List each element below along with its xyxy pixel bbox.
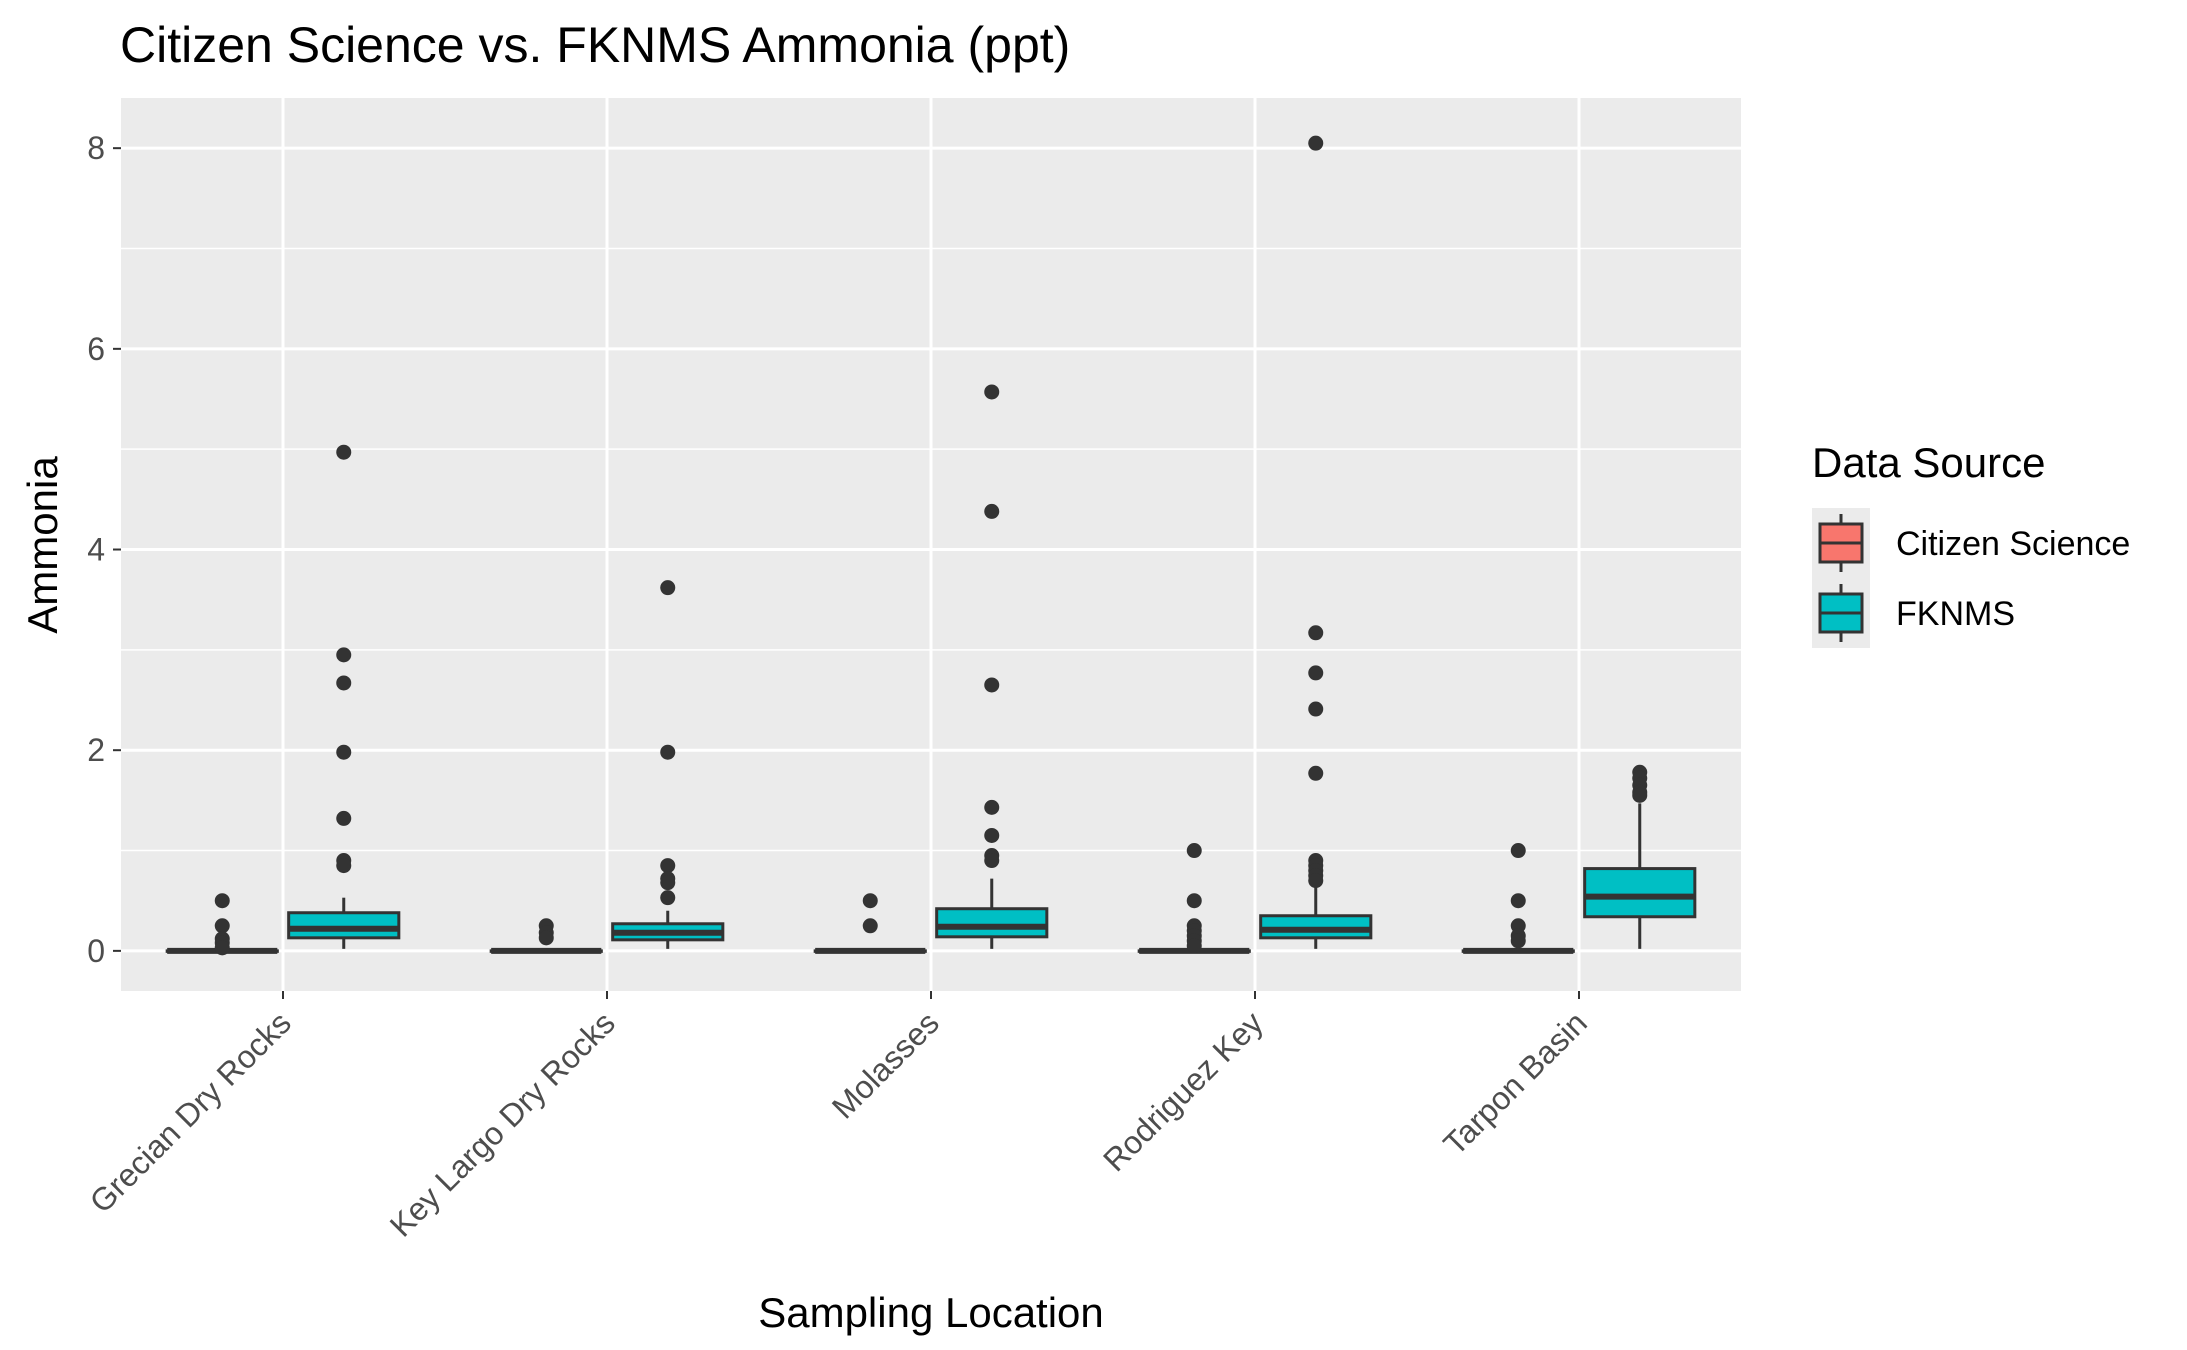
outlier-point bbox=[862, 918, 878, 934]
legend-item: Citizen Science bbox=[1812, 508, 2130, 578]
legend-label: Citizen Science bbox=[1896, 525, 2130, 563]
y-tick-label: 8 bbox=[87, 130, 105, 166]
outlier-point bbox=[660, 890, 676, 906]
outlier-point bbox=[1308, 873, 1324, 889]
box-plot bbox=[813, 893, 927, 954]
outlier-point bbox=[984, 827, 1000, 843]
box bbox=[1583, 867, 1697, 919]
box-plot bbox=[935, 384, 1049, 949]
box-series bbox=[165, 135, 1697, 956]
y-tick-label: 0 bbox=[87, 933, 105, 969]
box-plot bbox=[1461, 843, 1575, 954]
outlier-point bbox=[1186, 843, 1202, 859]
outlier-point bbox=[1510, 893, 1526, 909]
x-axis: Grecian Dry Rocks Key Largo Dry Rocks Mola… bbox=[83, 991, 1594, 1244]
legend-item: FKNMS bbox=[1812, 578, 2015, 648]
outlier-point bbox=[984, 384, 1000, 400]
outlier-point bbox=[1186, 938, 1202, 954]
box-plot bbox=[1137, 843, 1251, 954]
outlier-point bbox=[984, 799, 1000, 815]
y-tick-label: 4 bbox=[87, 532, 105, 568]
y-tick-label: 2 bbox=[87, 732, 105, 768]
outlier-point bbox=[1632, 787, 1648, 803]
outlier-point bbox=[214, 940, 230, 956]
outlier-point bbox=[1308, 665, 1324, 681]
legend-label: FKNMS bbox=[1896, 595, 2015, 633]
outlier-point bbox=[538, 930, 554, 946]
box-plot bbox=[611, 580, 725, 949]
x-tick-label: Molasses bbox=[825, 1004, 946, 1125]
legend-title: Data Source bbox=[1812, 439, 2045, 486]
box-plot bbox=[1259, 135, 1373, 949]
outlier-point bbox=[984, 853, 1000, 869]
outlier-point bbox=[336, 647, 352, 663]
outlier-point bbox=[862, 893, 878, 909]
outlier-point bbox=[336, 675, 352, 691]
outlier-point bbox=[1186, 893, 1202, 909]
x-tick-label: Key Largo Dry Rocks bbox=[383, 1004, 622, 1243]
box bbox=[287, 911, 401, 940]
chart-title: Citizen Science vs. FKNMS Ammonia (ppt) bbox=[120, 17, 1070, 73]
y-axis: 0 2 4 6 8 bbox=[87, 130, 121, 969]
outlier-point bbox=[336, 858, 352, 874]
outlier-point bbox=[336, 810, 352, 826]
outlier-point bbox=[214, 918, 230, 934]
x-axis-title: Sampling Location bbox=[758, 1289, 1104, 1336]
outlier-point bbox=[1510, 843, 1526, 859]
outlier-point bbox=[984, 677, 1000, 693]
box bbox=[1259, 914, 1373, 940]
series-citizen-science bbox=[165, 843, 1575, 956]
box-plot bbox=[165, 893, 279, 956]
legend: Data Source Citizen Science FKNMS bbox=[1812, 439, 2130, 648]
outlier-point bbox=[1308, 765, 1324, 781]
box-plot bbox=[1583, 764, 1697, 949]
outlier-point bbox=[1308, 135, 1324, 151]
outlier-point bbox=[1308, 701, 1324, 717]
outlier-point bbox=[984, 503, 1000, 519]
outlier-point bbox=[660, 744, 676, 760]
y-tick-label: 6 bbox=[87, 331, 105, 367]
grid-lines bbox=[121, 98, 1741, 991]
outlier-point bbox=[214, 893, 230, 909]
outlier-point bbox=[336, 744, 352, 760]
outlier-point bbox=[660, 875, 676, 891]
box bbox=[935, 907, 1049, 939]
x-tick-label: Grecian Dry Rocks bbox=[83, 1004, 298, 1219]
box-plot bbox=[489, 918, 603, 954]
y-axis-title: Ammonia bbox=[19, 456, 66, 634]
box-plot bbox=[287, 444, 401, 949]
x-tick-label: Rodriguez Key bbox=[1096, 1004, 1270, 1178]
outlier-point bbox=[660, 858, 676, 874]
outlier-point bbox=[660, 580, 676, 596]
outlier-point bbox=[1510, 933, 1526, 949]
x-tick-label: Tarpon Basin bbox=[1436, 1004, 1594, 1162]
series-fknms bbox=[287, 135, 1697, 949]
outlier-point bbox=[1308, 625, 1324, 641]
outlier-point bbox=[336, 444, 352, 460]
